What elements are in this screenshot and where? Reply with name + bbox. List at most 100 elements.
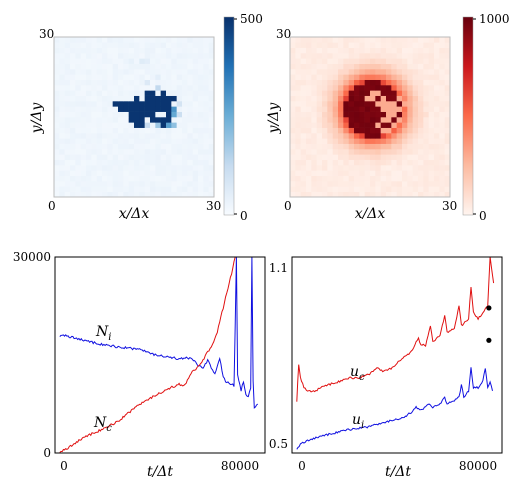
heatmap-cell	[144, 79, 151, 86]
heatmap-cell	[155, 63, 161, 70]
heatmap-cell	[96, 154, 103, 160]
heatmap-cell	[423, 42, 429, 48]
heatmap-cell	[80, 74, 87, 80]
heatmap-cell	[439, 170, 445, 176]
heatmap-cell	[198, 101, 204, 107]
heatmap-cell	[139, 53, 145, 59]
heatmap-cell	[434, 154, 440, 160]
heatmap-cell	[396, 186, 403, 192]
heatmap-cell	[370, 117, 376, 123]
heatmap-cell	[423, 53, 429, 59]
heatmap-cell	[64, 117, 71, 123]
heatmap-cell	[75, 143, 81, 150]
heatmap-cell	[166, 95, 172, 102]
heatmap-cell	[59, 170, 65, 176]
heatmap-cell	[322, 90, 328, 96]
heatmap-cell	[139, 175, 145, 182]
heatmap-cell	[80, 42, 87, 48]
heatmap-cell	[144, 186, 151, 192]
heatmap-cell	[306, 111, 312, 118]
heatmap-cell	[380, 106, 387, 112]
heatmap-cell	[75, 42, 81, 48]
heatmap-cell	[375, 186, 381, 192]
heatmap-cell	[96, 47, 103, 54]
heatmap-cell	[300, 58, 307, 64]
heatmap-cell	[359, 79, 365, 86]
heatmap-cell	[316, 111, 323, 118]
heatmap-cell	[155, 127, 161, 134]
heatmap-cell	[343, 154, 349, 160]
heatmap-cell	[423, 143, 429, 150]
heatmap-cell	[144, 106, 151, 112]
heatmap-cell	[402, 53, 408, 59]
heatmap-cell	[322, 74, 328, 80]
heatmap-cell	[402, 95, 408, 102]
heatmap-cell	[208, 122, 215, 128]
heatmap-cell	[86, 117, 92, 123]
heatmap-cell	[208, 127, 215, 134]
heatmap-cell	[391, 53, 397, 59]
heatmap-cell	[150, 191, 156, 198]
heatmap-cell	[70, 159, 76, 166]
heatmap-cell	[343, 69, 349, 75]
colorbar-tick-top-blue: 500	[240, 12, 263, 26]
heatmap-cell	[112, 149, 119, 155]
heatmap-cell	[290, 42, 296, 48]
heatmap-cell	[332, 42, 339, 48]
heatmap-cell	[418, 181, 424, 187]
counts-x-axis-label: t/Δt	[147, 464, 173, 480]
heatmap-cell	[112, 165, 119, 171]
heatmap-cell	[444, 170, 451, 176]
heatmap-cell	[306, 63, 312, 70]
heatmap-cell	[370, 127, 376, 134]
heatmap-cell	[150, 159, 156, 166]
heatmap-cell	[160, 63, 167, 70]
heatmap-cell	[396, 175, 403, 182]
heatmap-cell	[176, 138, 183, 144]
heatmap-cell	[370, 53, 376, 59]
heatmap-cell	[423, 101, 429, 107]
heatmap-cell	[70, 101, 76, 107]
heatmap-cell	[407, 154, 413, 160]
heatmap-cell	[192, 74, 199, 80]
heatmap-cell	[306, 154, 312, 160]
heatmap-cell	[139, 111, 145, 118]
heatmap-cell	[59, 122, 65, 128]
heatmap-cell	[418, 85, 424, 91]
heatmap-cell	[208, 74, 215, 80]
counts-series-layer	[59, 257, 259, 453]
heatmap-cell	[208, 69, 215, 75]
heatmap-cell	[118, 47, 124, 54]
heatmap-cell	[423, 133, 429, 139]
heatmap-cell	[91, 149, 97, 155]
heatmap-cell	[306, 170, 312, 176]
heatmap-cell	[295, 63, 301, 70]
heatmap-cell	[112, 175, 119, 182]
heatmap-cell	[316, 186, 323, 192]
heatmap-cell	[182, 138, 188, 144]
heatmap-cell	[171, 74, 177, 80]
heatmap-cell	[203, 159, 209, 166]
heatmap-cell	[316, 159, 323, 166]
heatmap-cell	[375, 117, 381, 123]
heatmap-cell	[359, 181, 365, 187]
heatmap-cell	[295, 186, 301, 192]
series-label-uc: uc	[350, 364, 365, 383]
heatmap-cell	[354, 47, 360, 54]
heatmap-cell	[444, 37, 451, 43]
heatmap-cell	[139, 117, 145, 123]
heatmap-cell	[134, 58, 140, 64]
heatmap-cell	[80, 79, 87, 86]
heatmap-cell	[300, 154, 307, 160]
heatmap-cell	[123, 90, 129, 96]
heatmap-cell	[187, 47, 193, 54]
heatmap-cell	[70, 42, 76, 48]
heatmap-cell	[428, 58, 435, 64]
heatmap-cell	[96, 159, 103, 166]
heatmap-cell	[322, 95, 328, 102]
heatmap-cell	[112, 90, 119, 96]
heatmap-cell	[176, 90, 183, 96]
heatmap-cell	[444, 101, 451, 107]
heatmap-cell	[144, 101, 151, 107]
heatmap-cell	[54, 127, 60, 134]
